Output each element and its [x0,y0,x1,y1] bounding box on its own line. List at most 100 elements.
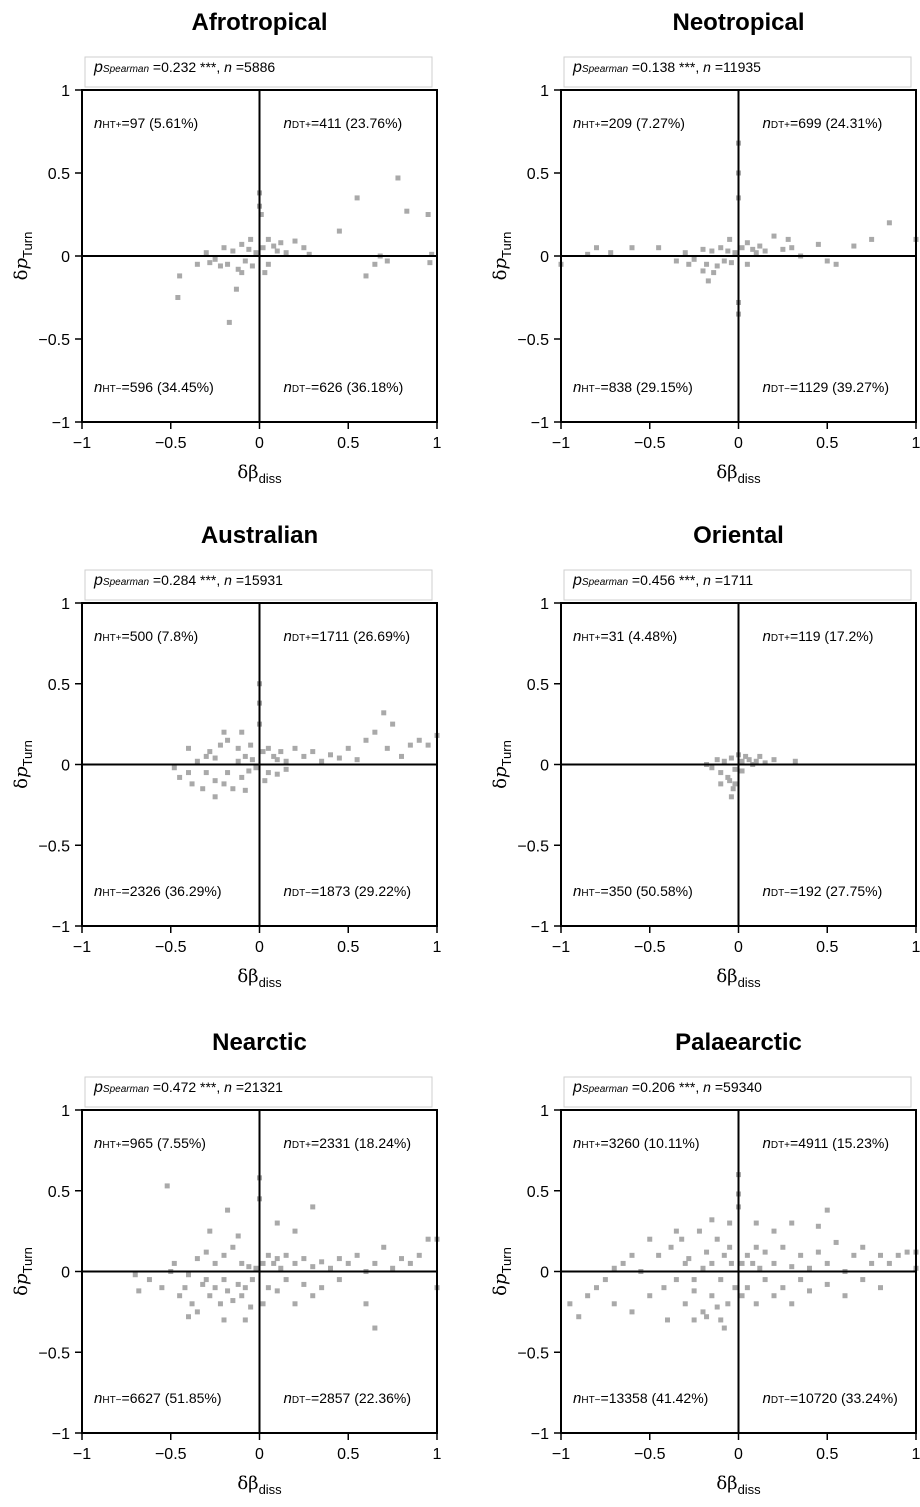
x-tick-label: 1 [912,939,920,956]
data-point [425,1236,431,1242]
data-point [274,757,280,763]
data-point [200,1281,206,1287]
y-tick-label: 1 [61,596,70,613]
data-point [265,1252,271,1258]
data-point [869,1260,875,1266]
quadrant-tr-label: nDT+=4911 (15.23%) [763,1135,890,1152]
quadrant-bl-label: nHT−=838 (29.15%) [573,379,693,396]
data-point [886,220,892,226]
quadrant-tl-label: nHT+=31 (4.48%) [573,628,677,645]
x-tick-label: −1 [552,435,570,452]
data-point [661,1285,667,1291]
data-point [780,1244,786,1250]
y-tick-label: 0.5 [527,166,549,183]
data-point [283,250,289,256]
data-point [762,248,768,254]
x-tick-label: 0 [255,435,264,452]
data-point [217,742,223,748]
data-point [705,278,711,284]
data-point [230,248,236,254]
data-point [789,1301,795,1307]
data-point [647,1236,653,1242]
data-point [585,1293,591,1299]
data-point [744,1252,750,1258]
data-point [345,1260,351,1266]
data-point [771,233,777,239]
y-tick-label: 1 [540,1103,549,1120]
data-point [780,1285,786,1291]
panel-title: Australian [201,522,318,549]
data-point [203,753,209,759]
x-axis-label: δβdiss [716,462,761,486]
data-point [203,250,209,256]
data-point [233,286,239,292]
y-tick-label: −1 [531,1426,549,1443]
data-point [727,1244,733,1250]
data-point [842,1293,848,1299]
data-point [301,245,307,251]
data-point [629,245,635,251]
data-point [594,245,599,251]
data-point [363,1301,369,1307]
data-point [271,243,277,249]
data-point [253,765,259,771]
y-tick-label: −1 [52,1426,70,1443]
y-tick-label: −0.5 [517,332,549,349]
data-point [194,1309,200,1315]
data-point [709,248,715,254]
panel-title: Palaearctic [675,1029,802,1056]
x-tick-label: −0.5 [634,1446,666,1463]
data-point [292,1301,298,1307]
data-point [750,246,756,252]
data-point [750,1260,756,1266]
data-point [682,1301,688,1307]
x-axis-label: δβdiss [237,966,282,990]
y-tick-label: −0.5 [517,1345,549,1362]
data-point [203,1249,209,1255]
data-point [744,240,750,246]
quadrant-tl-label: nHT+=209 (7.27%) [573,115,685,132]
x-tick-label: 1 [433,1446,442,1463]
data-point [336,1277,342,1283]
data-point [221,245,227,251]
y-tick-label: 0.5 [48,166,70,183]
x-tick-label: 1 [433,939,442,956]
data-point [212,1285,218,1291]
data-point [182,1285,188,1291]
x-tick-label: 0.5 [337,939,359,956]
data-point [851,243,857,249]
data-point [878,1252,883,1258]
data-point [310,1293,316,1299]
data-point [203,770,209,776]
data-point [194,261,200,267]
data-point [283,1277,289,1283]
data-point [691,256,697,262]
data-point [611,1301,617,1307]
data-point [278,1265,284,1271]
data-point [727,778,733,784]
data-point [691,1288,697,1294]
data-point [647,1293,653,1299]
data-point [732,250,738,256]
x-tick-label: −1 [552,939,570,956]
data-point [744,261,750,267]
data-point [260,749,266,755]
x-axis-label: δβdiss [716,966,761,990]
stat-text: pSpearman =0.456 ***, n =1711 [572,572,753,589]
data-point [225,1288,231,1294]
data-point [709,1293,715,1299]
quadrant-bl-label: nHT−=2326 (36.29%) [94,883,222,900]
data-point [608,250,614,256]
x-axis-label: δβdiss [716,1473,761,1497]
data-point [283,766,289,772]
data-point [230,786,236,792]
data-point [709,1260,715,1266]
y-tick-label: 1 [540,596,549,613]
data-point [177,273,183,279]
data-point [230,1298,236,1304]
y-tick-label: 0.5 [527,677,549,694]
data-point [265,261,271,267]
data-point [682,250,688,256]
